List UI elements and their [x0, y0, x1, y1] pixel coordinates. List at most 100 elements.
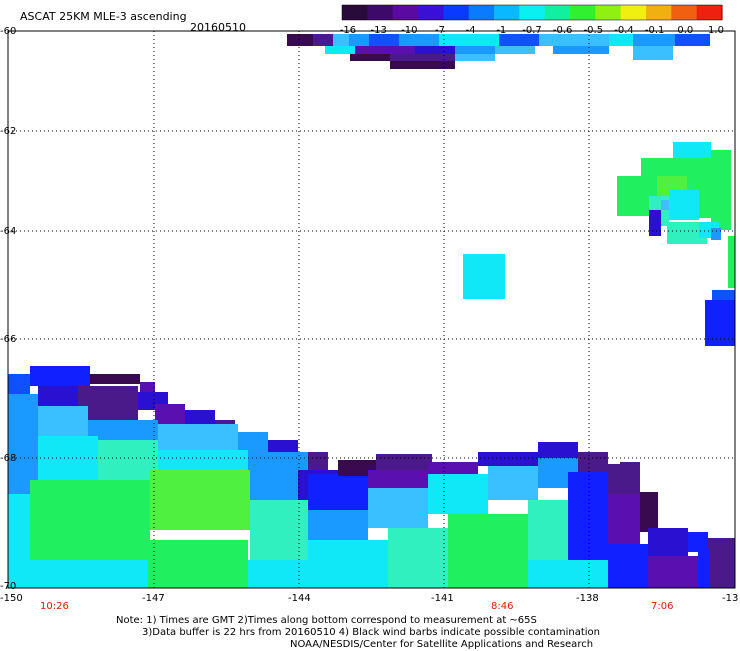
- heatmap-cell: [609, 34, 633, 46]
- colorbar-swatch: [342, 5, 368, 20]
- colorbar: [341, 4, 723, 21]
- heatmap-cell: [649, 210, 661, 236]
- heatmap-cell: [608, 544, 648, 588]
- heatmap-cell: [308, 510, 368, 540]
- plot-frame: [7, 30, 736, 589]
- heatmap-cell: [669, 190, 699, 220]
- heatmap-cell: [155, 404, 185, 424]
- y-tick-label: -62: [0, 126, 17, 137]
- heatmap-cell: [661, 200, 669, 210]
- colorbar-label: -0.1: [644, 25, 665, 36]
- heatmap-cell: [287, 34, 313, 46]
- heatmap-cell: [158, 424, 238, 450]
- colorbar-label: -13: [370, 25, 387, 36]
- y-tick-label: -64: [0, 226, 17, 237]
- data-cells: [8, 34, 735, 588]
- footer-note-3: NOAA/NESDIS/Center for Satellite Applica…: [290, 639, 594, 650]
- heatmap-cell: [355, 46, 415, 54]
- heatmap-cell: [333, 34, 349, 46]
- heatmap-cell: [388, 528, 448, 588]
- heatmap-cell: [698, 548, 710, 588]
- heatmap-cell: [8, 560, 148, 588]
- heatmap-cell: [553, 46, 609, 54]
- heatmap-cell: [38, 386, 88, 406]
- colorbar-swatch: [392, 5, 419, 20]
- heatmap-cell: [38, 406, 88, 436]
- heatmap-cell: [313, 34, 333, 46]
- colorbar-label: -16: [339, 25, 357, 36]
- heatmap-cell: [308, 474, 368, 510]
- heatmap-cell: [478, 452, 538, 466]
- heatmap-cell: [376, 454, 432, 470]
- x-tick-label: -141: [431, 593, 454, 604]
- heatmap-cell: [633, 34, 675, 46]
- heatmap-cell: [390, 61, 455, 69]
- colorbar-swatch: [468, 5, 495, 20]
- colorbar-label: 1.0: [708, 25, 724, 36]
- time-label: 7:06: [651, 601, 674, 612]
- heatmap-cell: [238, 432, 268, 452]
- colorbar-label: -0.6: [552, 25, 573, 36]
- heatmap-cell: [708, 538, 735, 588]
- x-tick-label: -13: [722, 593, 739, 604]
- heatmap-cell: [455, 54, 495, 61]
- heatmap-cell: [428, 474, 488, 514]
- chart-date: 20160510: [190, 21, 246, 34]
- colorbar-swatch: [443, 5, 470, 20]
- colorbar-swatch: [595, 5, 622, 20]
- heatmap-cell: [399, 34, 439, 46]
- heatmap-cell: [349, 34, 369, 46]
- heatmap-cell: [688, 532, 708, 552]
- heatmap-cell: [350, 54, 390, 61]
- heatmap-cell: [90, 374, 140, 384]
- heatmap-cell: [30, 366, 90, 386]
- y-tick-label: -70: [0, 581, 17, 592]
- heatmap-cell: [495, 46, 535, 54]
- heatmap-cell: [368, 470, 428, 490]
- heatmap-cell: [140, 382, 155, 392]
- heatmap-cell: [390, 54, 455, 61]
- colorbar-swatch: [367, 5, 394, 20]
- heatmap-cell: [705, 300, 735, 346]
- time-label: 10:26: [40, 601, 69, 612]
- heatmap-cell: [608, 494, 640, 544]
- heatmap-cell: [325, 46, 355, 54]
- y-tick-label: -60: [0, 26, 17, 37]
- y-tick-label: -68: [0, 453, 17, 464]
- heatmap-cell: [578, 452, 608, 472]
- colorbar-label: 0.0: [677, 25, 694, 36]
- heatmap-cell: [448, 514, 528, 588]
- colorbar-swatch: [646, 5, 672, 20]
- colorbar-label: -10: [401, 25, 418, 36]
- heatmap-cell: [30, 480, 150, 560]
- heatmap-cell: [488, 466, 538, 500]
- heatmap-cell: [463, 254, 505, 299]
- colorbar-swatch: [696, 5, 723, 20]
- heatmap-cell: [728, 236, 735, 288]
- x-tick-label: -144: [288, 593, 311, 604]
- x-tick-label: -150: [0, 593, 23, 604]
- colorbar-label: -0.5: [583, 25, 604, 36]
- heatmap-cell: [428, 462, 478, 476]
- grid-lines: [8, 31, 735, 588]
- heatmap-cell: [185, 410, 215, 426]
- heatmap-cell: [250, 500, 310, 560]
- colorbar-label: -7: [435, 25, 445, 36]
- heatmap-cell: [539, 34, 609, 46]
- heatmap-cell: [640, 492, 658, 532]
- colorbar-swatch: [519, 5, 546, 20]
- heatmap-cell: [538, 442, 578, 458]
- colorbar-swatch: [570, 5, 596, 20]
- colorbar-label: -1: [496, 25, 507, 36]
- heatmap-cell: [368, 488, 428, 528]
- heatmap-cell: [528, 500, 568, 560]
- heatmap-cell: [455, 46, 495, 54]
- colorbar-swatch: [671, 5, 698, 20]
- heatmap-cell: [711, 150, 731, 230]
- heatmap-cell: [248, 560, 308, 588]
- heatmap-cell: [711, 228, 721, 240]
- heatmap-cell: [673, 142, 711, 158]
- footer-note-2: 3)Data buffer is 22 hrs from 20160510 4)…: [142, 627, 600, 638]
- colorbar-swatch: [494, 5, 520, 20]
